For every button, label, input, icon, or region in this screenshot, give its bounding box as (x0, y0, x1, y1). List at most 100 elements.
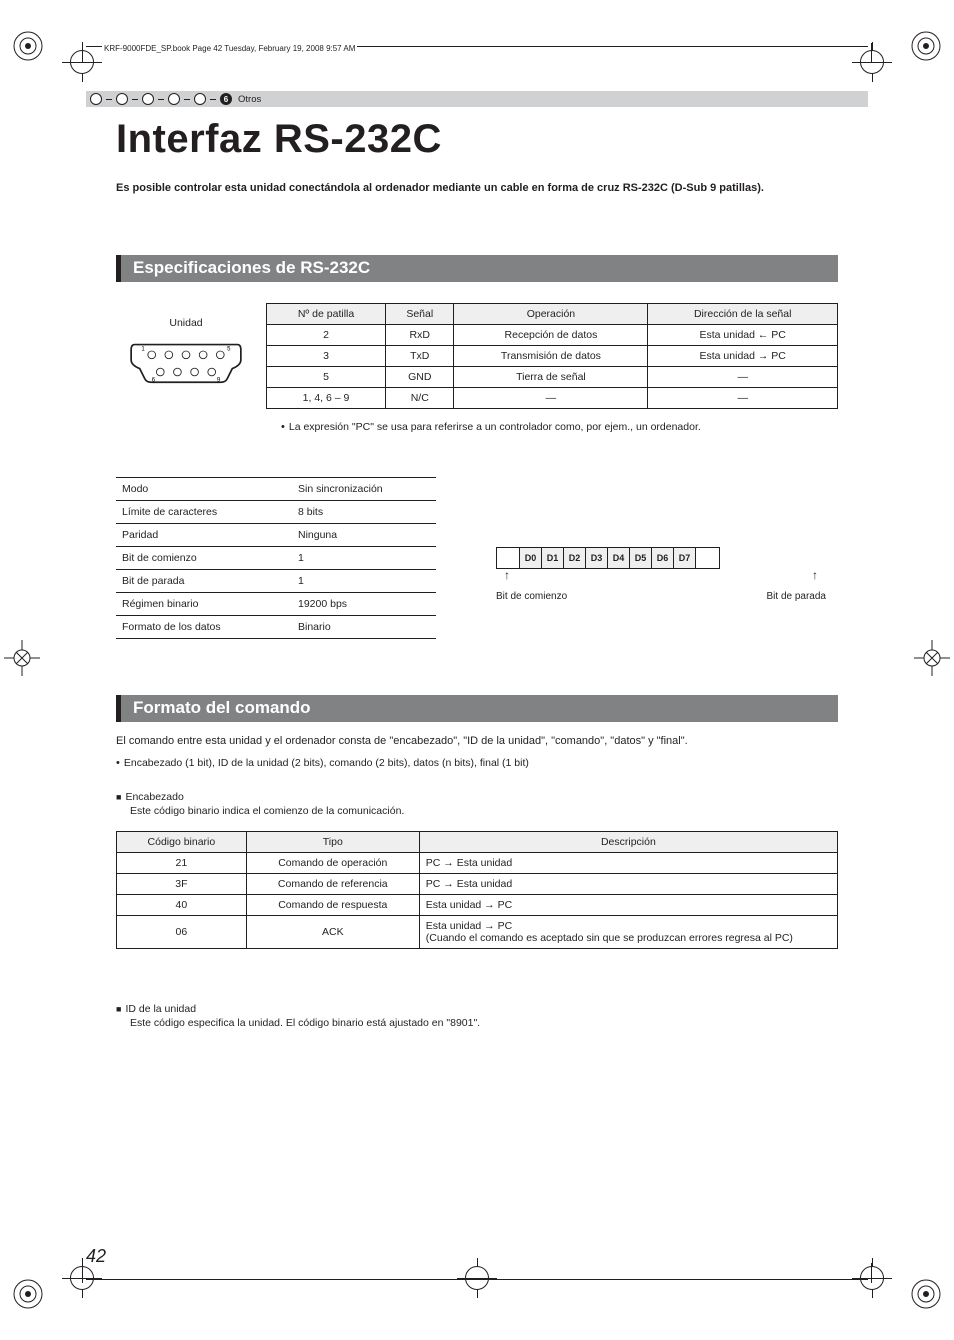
params-table: ModoSin sincronizaciónLímite de caracter… (116, 477, 436, 639)
td-op: Transmisión de datos (454, 346, 648, 367)
td-sig: GND (386, 367, 454, 388)
idunit-sub: Este código especifica la unidad. El cód… (130, 1017, 838, 1029)
cropmark-mid-right (914, 640, 950, 676)
table-row: 40Comando de respuestaEsta unidad → PC (117, 895, 838, 916)
cropmark-top-left (10, 28, 46, 64)
table-row: Bit de comienzo1 (116, 547, 436, 570)
page-title: Interfaz RS-232C (116, 117, 442, 162)
section-bar-specs: Especificaciones de RS-232C (116, 255, 838, 282)
table-row: Límite de caracteres8 bits (116, 501, 436, 524)
frame-start-cell (496, 547, 520, 569)
table-row: 3TxDTransmisión de datosEsta unidad → PC (267, 346, 838, 367)
td-code: 40 (117, 895, 247, 916)
frame-bit-cell: D2 (564, 547, 586, 569)
pin-table-note: La expresión "PC" se usa para referirse … (281, 421, 701, 433)
frame-stop-label: Bit de parada (767, 591, 827, 602)
td-op: Recepción de datos (454, 325, 648, 346)
chapter-label: Otros (238, 94, 261, 105)
cropmark-bottom-right (908, 1276, 944, 1312)
frame-bit-cell: D3 (586, 547, 608, 569)
td-val: 1 (292, 547, 436, 570)
td-key: Bit de parada (116, 570, 292, 593)
chapter-progress-dots: 6 (90, 93, 232, 105)
intro-text: Es posible controlar esta unidad conectá… (116, 181, 838, 196)
th-type: Tipo (246, 832, 419, 853)
td-val: 8 bits (292, 501, 436, 524)
pin-table: Nº de patilla Señal Operación Dirección … (266, 303, 838, 409)
td-desc: Esta unidad → PC (419, 895, 837, 916)
svg-text:1: 1 (141, 347, 145, 353)
td-key: Modo (116, 478, 292, 501)
header-block-sub: Este código binario indica el comienzo d… (130, 805, 838, 817)
td-dir: Esta unidad ← PC (648, 325, 838, 346)
table-row: Bit de parada1 (116, 570, 436, 593)
cmd-structure-note: Encabezado (1 bit), ID de la unidad (2 b… (116, 757, 838, 769)
td-op: Tierra de señal (454, 367, 648, 388)
table-row: 1, 4, 6 – 9N/C—— (267, 388, 838, 409)
th-op: Operación (454, 304, 648, 325)
section-bar-cmdformat: Formato del comando (116, 695, 838, 722)
idunit-block: ID de la unidad Este código especifica l… (116, 1003, 838, 1029)
header-block: Encabezado Este código binario indica el… (116, 791, 838, 817)
td-op: — (454, 388, 648, 409)
chapter-stripe: 6 Otros (86, 91, 868, 107)
bit-frame-diagram: D0D1D2D3D4D5D6D7 ↑↑ Bit de comienzo Bit … (496, 547, 826, 602)
frame-bit-cell: D6 (652, 547, 674, 569)
page-frame: KRF-9000FDE_SP.book Page 42 Tuesday, Feb… (86, 46, 868, 1280)
td-desc: PC → Esta unidad (419, 853, 837, 874)
table-row: 5GNDTierra de señal— (267, 367, 838, 388)
svg-text:5: 5 (227, 347, 231, 353)
td-val: 1 (292, 570, 436, 593)
table-row: ParidadNinguna (116, 524, 436, 547)
frame-stop-cell (696, 547, 720, 569)
table-row: Régimen binario19200 bps (116, 593, 436, 616)
td-val: Sin sincronización (292, 478, 436, 501)
td-desc: Esta unidad → PC(Cuando el comando es ac… (419, 916, 837, 949)
frame-start-label: Bit de comienzo (496, 591, 567, 602)
frame-bit-cell: D5 (630, 547, 652, 569)
td-dir: Esta unidad → PC (648, 346, 838, 367)
td-key: Formato de los datos (116, 616, 292, 639)
page-number: 42 (86, 1246, 106, 1267)
td-key: Paridad (116, 524, 292, 547)
frame-bit-cell: D7 (674, 547, 696, 569)
td-type: Comando de respuesta (246, 895, 419, 916)
td-sig: TxD (386, 346, 454, 367)
cropmark-bottom-left (10, 1276, 46, 1312)
td-dir: — (648, 388, 838, 409)
td-dir: — (648, 367, 838, 388)
td-key: Régimen binario (116, 593, 292, 616)
table-row: 3FComando de referenciaPC → Esta unidad (117, 874, 838, 895)
connector-label: Unidad (116, 317, 256, 329)
running-header: KRF-9000FDE_SP.book Page 42 Tuesday, Feb… (102, 44, 357, 53)
td-pin: 1, 4, 6 – 9 (267, 388, 386, 409)
table-row: 21Comando de operaciónPC → Esta unidad (117, 853, 838, 874)
header-block-title: Encabezado (116, 791, 838, 803)
th-code: Código binario (117, 832, 247, 853)
td-type: Comando de operación (246, 853, 419, 874)
td-type: Comando de referencia (246, 874, 419, 895)
th-dir: Dirección de la señal (648, 304, 838, 325)
header-table: Código binario Tipo Descripción 21Comand… (116, 831, 838, 949)
table-row: 2RxDRecepción de datosEsta unidad ← PC (267, 325, 838, 346)
table-row: ModoSin sincronización (116, 478, 436, 501)
td-pin: 5 (267, 367, 386, 388)
td-key: Bit de comienzo (116, 547, 292, 570)
td-val: Ninguna (292, 524, 436, 547)
td-val: Binario (292, 616, 436, 639)
td-code: 21 (117, 853, 247, 874)
arrow-up-icon: ↑ (812, 571, 818, 579)
chapter-number: 6 (221, 94, 231, 104)
table-row: Formato de los datosBinario (116, 616, 436, 639)
frame-bit-cell: D4 (608, 547, 630, 569)
cmd-intro: El comando entre esta unidad y el ordena… (116, 735, 838, 747)
frame-bit-cell: D0 (520, 547, 542, 569)
td-sig: RxD (386, 325, 454, 346)
td-key: Límite de caracteres (116, 501, 292, 524)
th-pin: Nº de patilla (267, 304, 386, 325)
th-signal: Señal (386, 304, 454, 325)
cropmark-mid-left (4, 640, 40, 676)
td-sig: N/C (386, 388, 454, 409)
arrow-up-icon: ↑ (504, 571, 510, 579)
table-row: 06ACKEsta unidad → PC(Cuando el comando … (117, 916, 838, 949)
